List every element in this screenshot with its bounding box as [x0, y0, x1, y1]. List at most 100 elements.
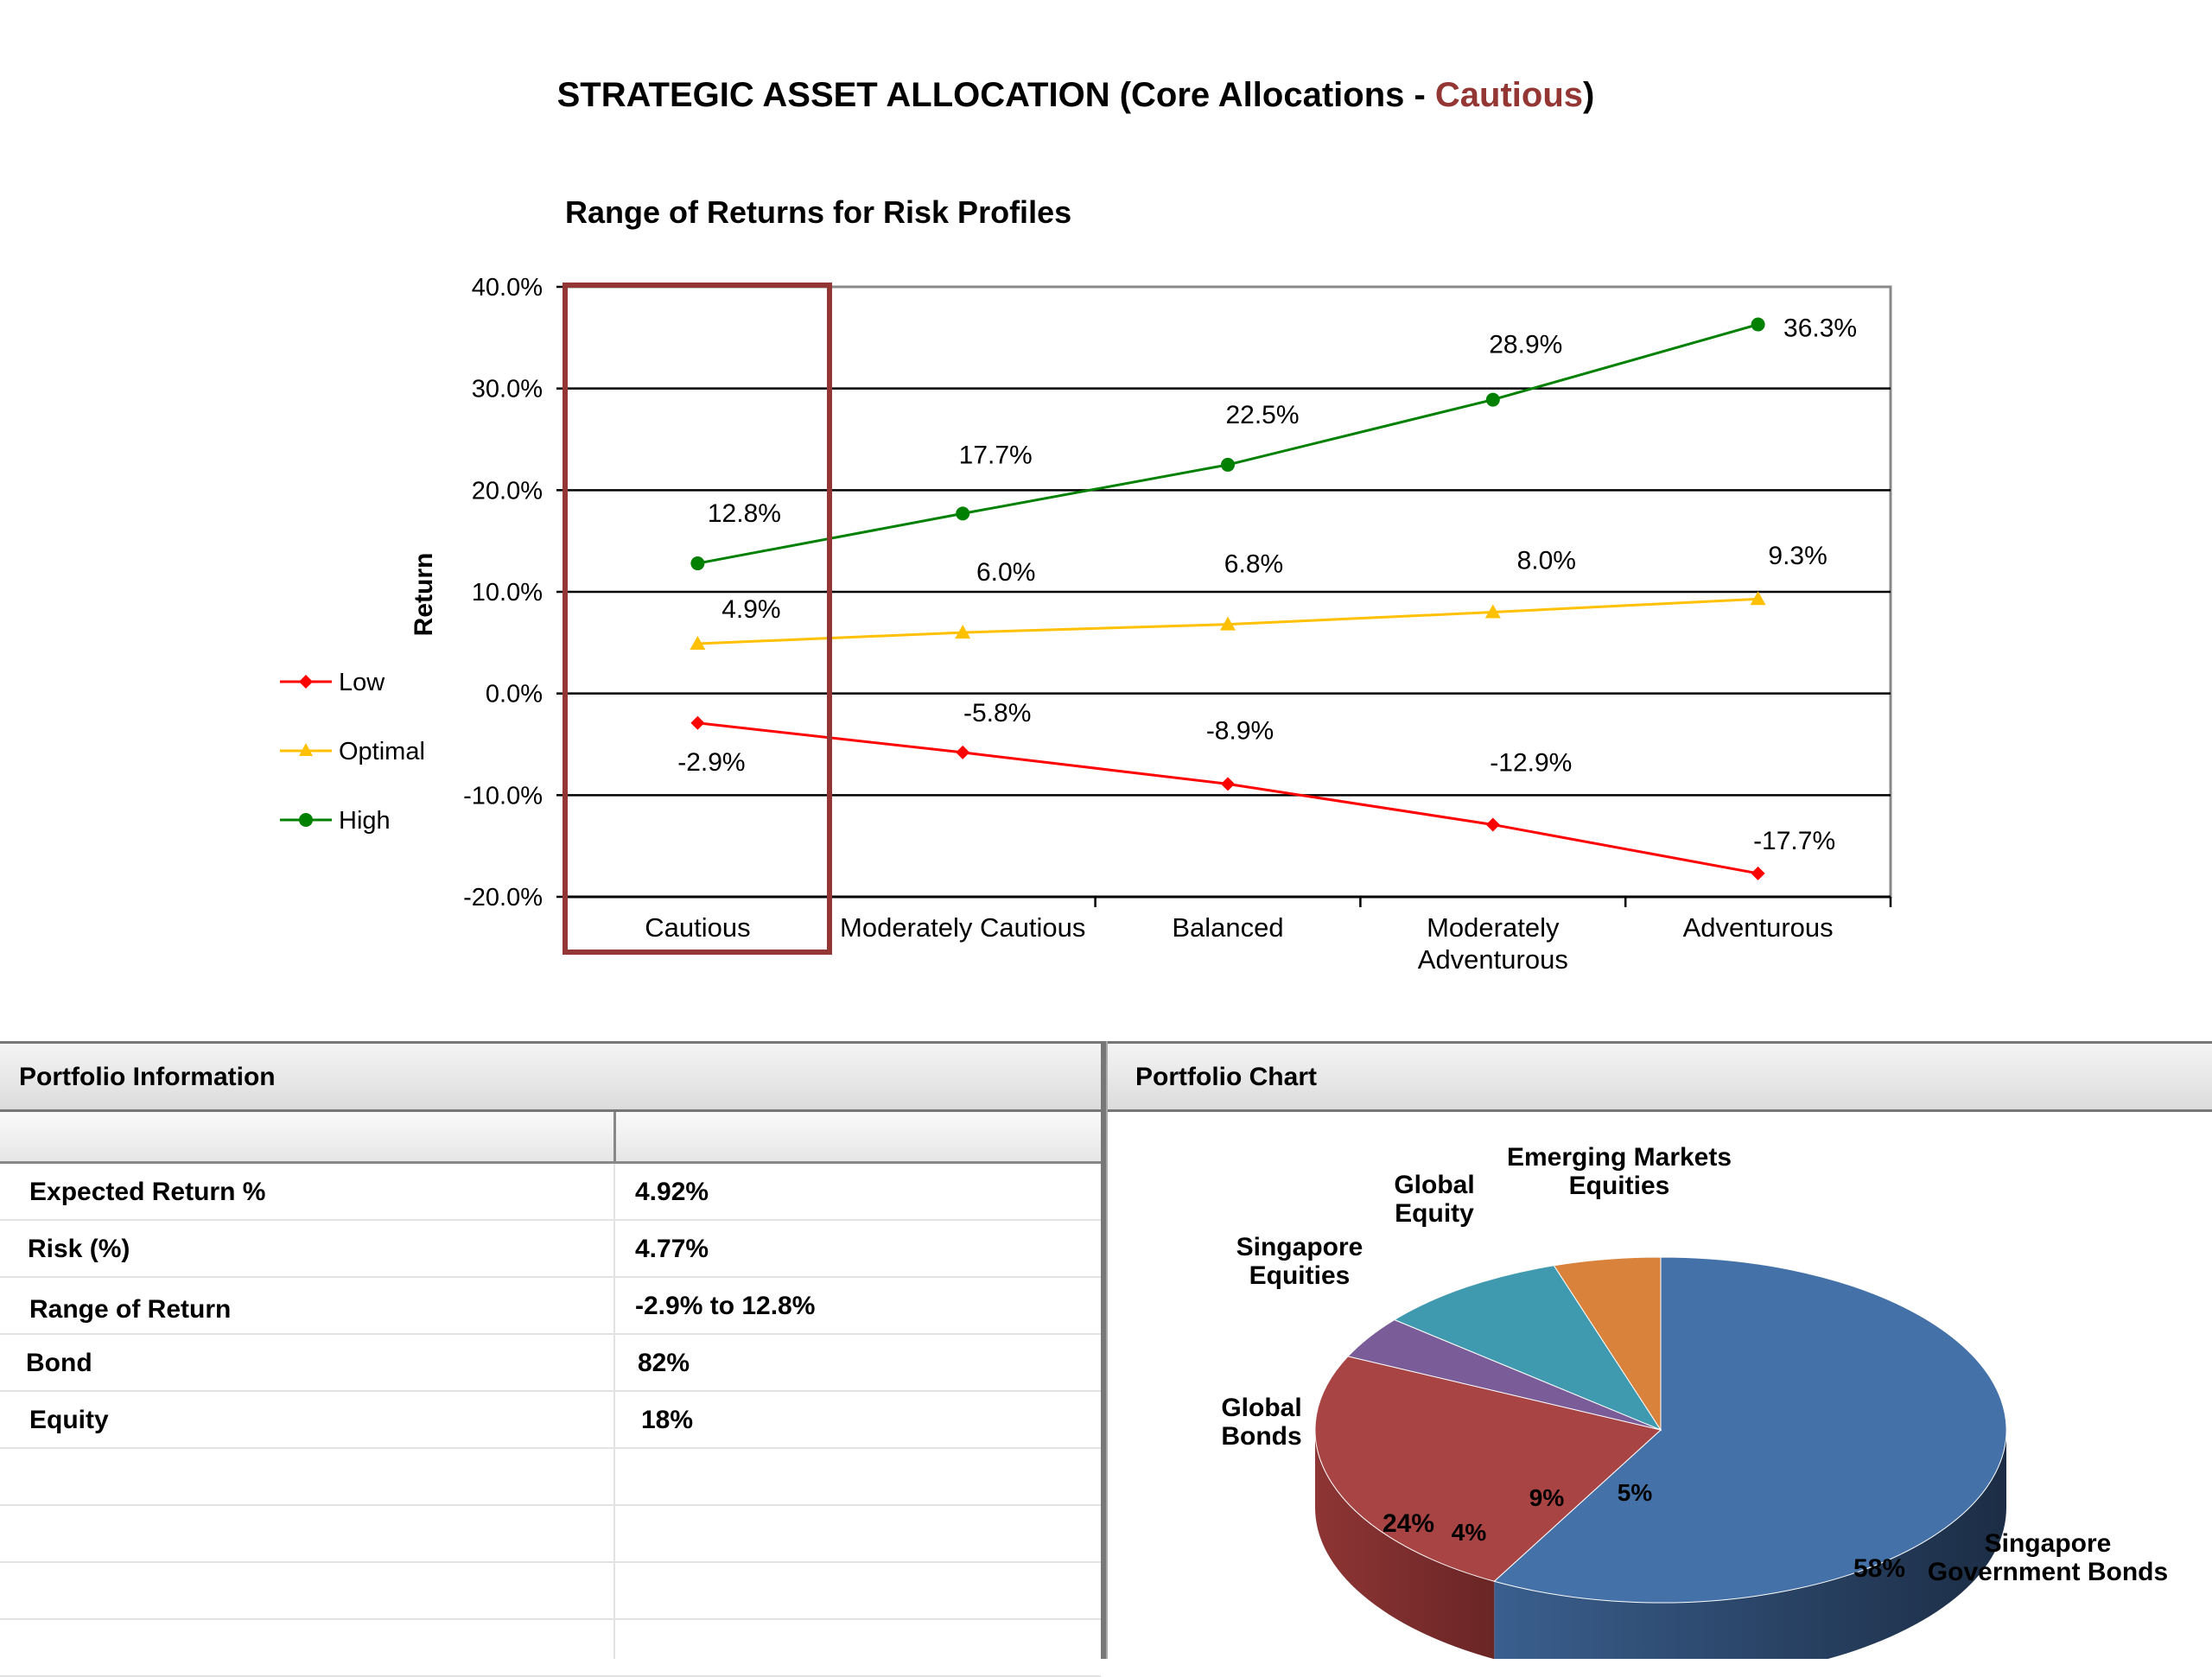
row-value: 82%: [638, 1349, 690, 1377]
y-tick-label: -20.0%: [463, 884, 543, 912]
pie-category-label: Emerging Markets Equities: [1507, 1143, 1732, 1200]
x-tick-label: Cautious: [645, 912, 750, 943]
highlight-box: [563, 283, 832, 955]
portfolio-chart-title: Portfolio Chart: [1135, 1063, 1317, 1091]
data-label-high: 22.5%: [1225, 401, 1299, 429]
data-label-optimal: 6.8%: [1224, 550, 1283, 579]
table-row: Equity 18%: [0, 1392, 1101, 1449]
row-label: Equity: [29, 1406, 109, 1434]
table-row: [0, 1449, 1101, 1506]
point-low: [690, 715, 705, 730]
legend-label-optimal: Optimal: [339, 738, 425, 765]
pie-slice: [1393, 1265, 1662, 1432]
point-high: [956, 506, 970, 521]
table-row: [0, 1620, 1101, 1677]
y-tick-label: -10.0%: [463, 782, 543, 810]
row-value: -2.9% to 12.8%: [635, 1292, 816, 1320]
table-row: Risk (%) 4.77%: [0, 1221, 1101, 1278]
point-optimal: [1220, 616, 1236, 631]
table-row: Bond 82%: [0, 1335, 1101, 1392]
pie-slice-side: [1494, 1430, 2006, 1659]
series-group: -2.9% -5.8% -8.9% -12.9% -17.7% 4.9% 6.0% 6.8% 8…: [677, 314, 1857, 880]
legend-label-low: Low: [339, 669, 385, 696]
point-high: [1485, 392, 1500, 407]
pie-slice-side: [1315, 1430, 1495, 1659]
table-row: Range of Return -2.9% to 12.8%: [0, 1278, 1101, 1335]
point-optimal: [1750, 591, 1766, 606]
y-tick-label: 40.0%: [472, 274, 543, 302]
pie-value-label: 4%: [1452, 1519, 1487, 1546]
pie-value-label: 9%: [1529, 1484, 1565, 1511]
row-label: Risk (%): [28, 1235, 130, 1263]
data-label-low: -5.8%: [963, 699, 1031, 727]
pie-value-label: 5%: [1618, 1479, 1653, 1506]
pie-category-label: Global Bonds: [1221, 1394, 1301, 1451]
data-label-low: -2.9%: [677, 748, 745, 777]
point-low: [1751, 866, 1765, 880]
point-low: [1485, 817, 1500, 832]
data-label-low: -12.9%: [1490, 748, 1572, 777]
data-label-high: 28.9%: [1489, 331, 1562, 359]
pie-slice: [1493, 1256, 2007, 1604]
row-label: Expected Return %: [29, 1178, 266, 1206]
pie-category-label: Singapore Government Bonds: [1928, 1529, 2168, 1586]
data-label-low: -17.7%: [1753, 827, 1835, 855]
data-label-optimal: 9.3%: [1768, 542, 1827, 570]
pie-value-label: 58%: [1853, 1554, 1905, 1583]
point-optimal: [690, 636, 706, 651]
page-title: STRATEGIC ASSET ALLOCATION (Core Allocat…: [556, 76, 1595, 114]
row-label: Range of Return: [29, 1295, 232, 1324]
table-row: [0, 1506, 1101, 1563]
portfolio-information-title: Portfolio Information: [19, 1063, 276, 1091]
portfolio-information-header: Portfolio Information: [0, 1041, 1101, 1112]
returns-line-chart: Range of Returns for Risk Profiles Retur…: [410, 194, 1892, 975]
row-label: Bond: [26, 1349, 92, 1377]
pie-category-label: Global Equity: [1394, 1171, 1474, 1228]
data-label-high: 17.7%: [959, 441, 1033, 469]
pie-category-label: Singapore Equities: [1236, 1233, 1363, 1290]
legend-label-high: High: [339, 807, 391, 835]
data-label-low: -8.9%: [1206, 716, 1274, 745]
y-tick-label: 0.0%: [486, 681, 543, 708]
data-label-optimal: 4.9%: [721, 595, 780, 624]
y-tick-label: 30.0%: [472, 376, 543, 403]
row-value: 18%: [641, 1406, 694, 1434]
portfolio-chart-panel: Portfolio Chart 58% 24% 4% 9% 5% Singapore Gov…: [1106, 1041, 2212, 1659]
x-tick-label: Balanced: [1172, 912, 1283, 943]
table-row: [0, 1563, 1101, 1620]
page-title-accent: Cautious: [1434, 76, 1584, 114]
point-high: [690, 556, 705, 571]
data-label-optimal: 8.0%: [1517, 547, 1576, 575]
pie-slice: [1553, 1256, 1662, 1432]
y-tick-label: 20.0%: [472, 477, 543, 505]
pie-slice: [1314, 1356, 1662, 1582]
chart-title: Range of Returns for Risk Profiles: [565, 194, 1071, 230]
data-label-optimal: 6.0%: [976, 558, 1035, 587]
point-optimal: [955, 625, 971, 639]
x-tick-label: Moderately Cautious: [840, 912, 1085, 943]
data-label-high: 36.3%: [1783, 314, 1857, 343]
y-axis-label: Return: [410, 553, 438, 637]
point-low: [956, 745, 970, 759]
y-tick-label: 10.0%: [472, 579, 543, 607]
legend-item-low: Low: [278, 667, 451, 696]
row-value: 4.77%: [635, 1235, 709, 1263]
y-tick-labels: 40.0% 30.0% 20.0% 10.0% 0.0% -10.0% -20.0%: [463, 274, 543, 912]
legend-item-optimal: Optimal: [278, 736, 451, 765]
point-high: [1221, 457, 1235, 472]
point-high: [1751, 317, 1765, 332]
point-low: [1221, 777, 1235, 791]
pie-value-label: 24%: [1382, 1509, 1434, 1538]
x-tick-label: Adventurous: [1683, 912, 1834, 943]
table-header-row: [0, 1112, 1101, 1164]
data-label-high: 12.8%: [708, 499, 781, 528]
legend-item-high: High: [278, 805, 451, 835]
series-line-high: [697, 323, 1759, 565]
allocation-pie-chart: 58% 24% 4% 9% 5% Singapore Government Bonds Glo…: [1221, 1143, 2168, 1659]
x-tick-labels: Cautious Moderately Cautious Balanced Moder…: [645, 912, 1833, 975]
point-optimal: [1484, 604, 1501, 619]
x-tick-label: Moderately Adventurous: [1418, 912, 1568, 975]
table-row: Expected Return % 4.92%: [0, 1164, 1101, 1221]
series-line-low: [697, 721, 1758, 875]
portfolio-chart-header: Portfolio Chart: [1108, 1041, 2212, 1112]
